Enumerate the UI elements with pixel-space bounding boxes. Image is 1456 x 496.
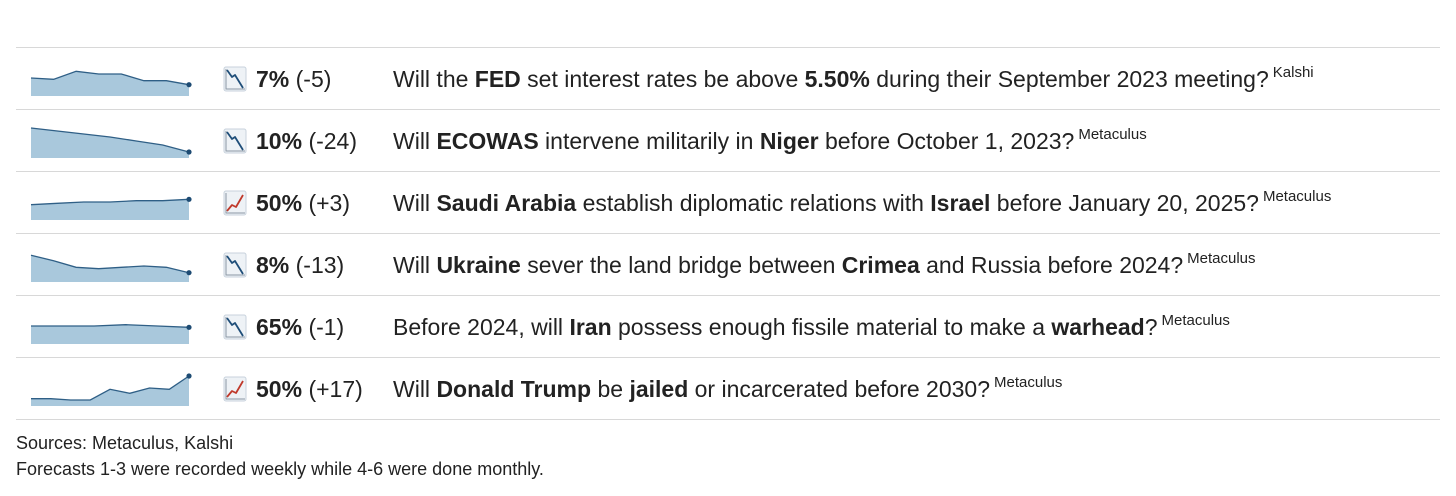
sparkline — [30, 196, 192, 220]
table-row: 7% (-5) Will the FED set interest rates b… — [16, 48, 1440, 110]
chart-down-icon — [223, 128, 247, 154]
question-keyword: ECOWAS — [436, 128, 539, 154]
sparkline-area — [31, 324, 189, 344]
question-fragment: or incarcerated before 2030? — [688, 376, 991, 402]
source-label: Metaculus — [1187, 250, 1256, 267]
sparkline — [30, 70, 192, 96]
sparkline — [31, 373, 192, 406]
chart-up-icon — [223, 376, 247, 402]
forecast-change: (+3) — [308, 190, 350, 216]
sparkline-endpoint — [186, 324, 192, 330]
sparkline-endpoint — [186, 149, 192, 155]
table-row: 8% (-13) Will Ukraine sever the land brid… — [16, 234, 1440, 296]
chart-up-icon — [223, 190, 247, 216]
question-keyword: jailed — [629, 376, 689, 402]
forecast-change: (-13) — [295, 252, 345, 278]
question-fragment: sever the land bridge between — [520, 252, 842, 278]
question-keyword: 5.50% — [804, 66, 870, 92]
chart-down-icon — [223, 252, 247, 278]
source-label: Metaculus — [994, 374, 1063, 391]
table-row: 50% (+17) Will Donald Trump be jailed or … — [16, 358, 1440, 420]
sparkline-line — [31, 324, 190, 328]
forecast-change: (-1) — [308, 314, 345, 340]
sparkline-area — [31, 128, 189, 158]
question-fragment: Will the — [393, 66, 475, 92]
forecast-table: 7% (-5) Will the FED set interest rates b… — [16, 47, 1440, 420]
forecast-percent: 50% — [256, 376, 303, 402]
source-label: Metaculus — [1161, 312, 1230, 329]
forecast-value: 7% (-5) — [256, 64, 331, 94]
question-keyword: Saudi Arabia — [436, 190, 577, 216]
question-fragment: during their September 2023 meeting? — [869, 66, 1269, 92]
question-keyword: Donald Trump — [436, 376, 592, 402]
question-text: Will the FED set interest rates be above… — [393, 64, 1314, 98]
question-keyword: Israel — [930, 190, 991, 216]
sources-note: Sources: Metaculus, Kalshi — [16, 433, 234, 453]
sparkline-endpoint — [186, 270, 192, 276]
question-text: Will ECOWAS intervene militarily in Nige… — [393, 126, 1147, 160]
question-keyword: warhead — [1051, 314, 1145, 340]
sparkline — [30, 127, 192, 158]
forecast-change: (+17) — [308, 376, 363, 402]
question-fragment: ? — [1144, 314, 1158, 340]
source-label: Metaculus — [1262, 188, 1332, 205]
question-text: Before 2024, will Iran possess enough fi… — [393, 312, 1230, 346]
sparkline-line — [30, 198, 190, 206]
question-fragment: Will — [393, 252, 437, 278]
forecast-percent: 8% — [256, 252, 290, 278]
question-fragment: before October 1, 2023? — [818, 128, 1075, 154]
forecast-change: (-5) — [295, 66, 332, 92]
question-fragment: intervene militarily in — [538, 128, 760, 154]
footer: Sources: Metaculus, Kalshi Forecasts 1-3… — [16, 430, 544, 482]
sparkline-line — [31, 375, 190, 401]
forecast-value: 8% (-13) — [256, 250, 344, 280]
question-fragment: Will — [393, 190, 437, 216]
sparkline-area — [31, 71, 189, 96]
question-fragment: possess enough fissile material to make … — [611, 314, 1052, 340]
forecast-change: (-24) — [308, 128, 357, 154]
chart-down-icon — [223, 314, 247, 340]
sparkline-line — [30, 70, 190, 86]
question-keyword: Iran — [569, 314, 612, 340]
question-fragment: Before 2024, will — [393, 314, 570, 340]
question-text: Will Donald Trump be jailed or incarcera… — [393, 374, 1062, 408]
sparkline-line — [30, 254, 190, 274]
table-row: 10% (-24) Will ECOWAS intervene militaril… — [16, 110, 1440, 172]
sparkline — [31, 324, 192, 344]
table-row: 65% (-1) Before 2024, will Iran possess e… — [16, 296, 1440, 358]
forecast-percent: 10% — [256, 128, 303, 154]
question-keyword: Crimea — [841, 252, 920, 278]
question-text: Will Saudi Arabia establish diplomatic r… — [393, 188, 1331, 222]
question-fragment: be — [591, 376, 630, 402]
question-fragment: before January 20, 2025? — [990, 190, 1259, 216]
frequency-note: Forecasts 1-3 were recorded weekly while… — [16, 459, 544, 479]
source-label: Kalshi — [1272, 64, 1314, 81]
question-keyword: Niger — [759, 128, 819, 154]
question-fragment: and Russia before 2024? — [919, 252, 1184, 278]
sparkline-area — [31, 376, 189, 406]
question-keyword: FED — [474, 66, 521, 92]
question-fragment: Will — [393, 376, 437, 402]
question-text: Will Ukraine sever the land bridge betwe… — [393, 250, 1256, 284]
sparkline-area — [31, 199, 189, 220]
source-label: Metaculus — [1078, 126, 1147, 143]
forecast-percent: 65% — [256, 314, 303, 340]
forecast-percent: 7% — [256, 66, 290, 92]
chart-down-icon — [223, 66, 247, 92]
sparkline-endpoint — [186, 82, 192, 88]
forecast-percent: 50% — [256, 190, 303, 216]
sparkline-line — [30, 127, 190, 153]
question-fragment: Will — [393, 128, 437, 154]
forecast-value: 50% (+3) — [256, 188, 350, 218]
sparkline-endpoint — [186, 373, 192, 379]
table-row: 50% (+3) Will Saudi Arabia establish dipl… — [16, 172, 1440, 234]
sparkline-endpoint — [186, 196, 192, 202]
forecast-value: 50% (+17) — [256, 374, 363, 404]
question-fragment: establish diplomatic relations with — [576, 190, 931, 216]
sparkline — [30, 254, 192, 282]
forecast-value: 10% (-24) — [256, 126, 357, 156]
forecast-value: 65% (-1) — [256, 312, 344, 342]
question-fragment: set interest rates be above — [520, 66, 805, 92]
question-keyword: Ukraine — [436, 252, 521, 278]
